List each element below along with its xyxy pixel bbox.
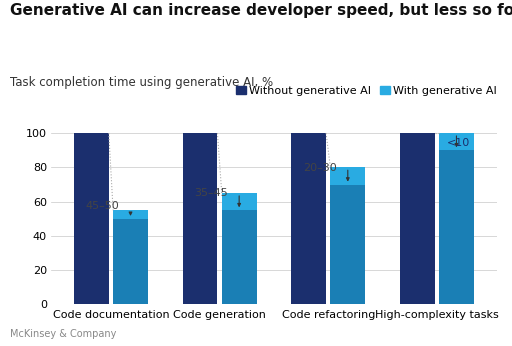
Bar bbox=[330, 167, 365, 304]
Text: Task completion time using generative AI, %: Task completion time using generative AI… bbox=[10, 76, 273, 89]
Bar bbox=[113, 210, 148, 304]
Bar bbox=[400, 133, 435, 304]
Text: 45–50: 45–50 bbox=[86, 201, 120, 211]
Text: <10: <10 bbox=[447, 138, 470, 148]
Bar bbox=[222, 193, 257, 304]
Bar bbox=[183, 133, 218, 304]
Bar bbox=[291, 133, 326, 304]
Bar bbox=[222, 210, 257, 304]
Text: McKinsey & Company: McKinsey & Company bbox=[10, 329, 117, 339]
Legend: Without generative AI, With generative AI: Without generative AI, With generative A… bbox=[231, 82, 501, 101]
Bar bbox=[74, 133, 109, 304]
Bar bbox=[113, 219, 148, 304]
Text: 20–30: 20–30 bbox=[303, 163, 337, 173]
Bar bbox=[330, 184, 365, 304]
Bar bbox=[439, 133, 474, 304]
Bar bbox=[439, 150, 474, 304]
Text: Generative AI can increase developer speed, but less so for complex tasks.: Generative AI can increase developer spe… bbox=[10, 3, 512, 18]
Text: 35–45: 35–45 bbox=[195, 188, 228, 198]
